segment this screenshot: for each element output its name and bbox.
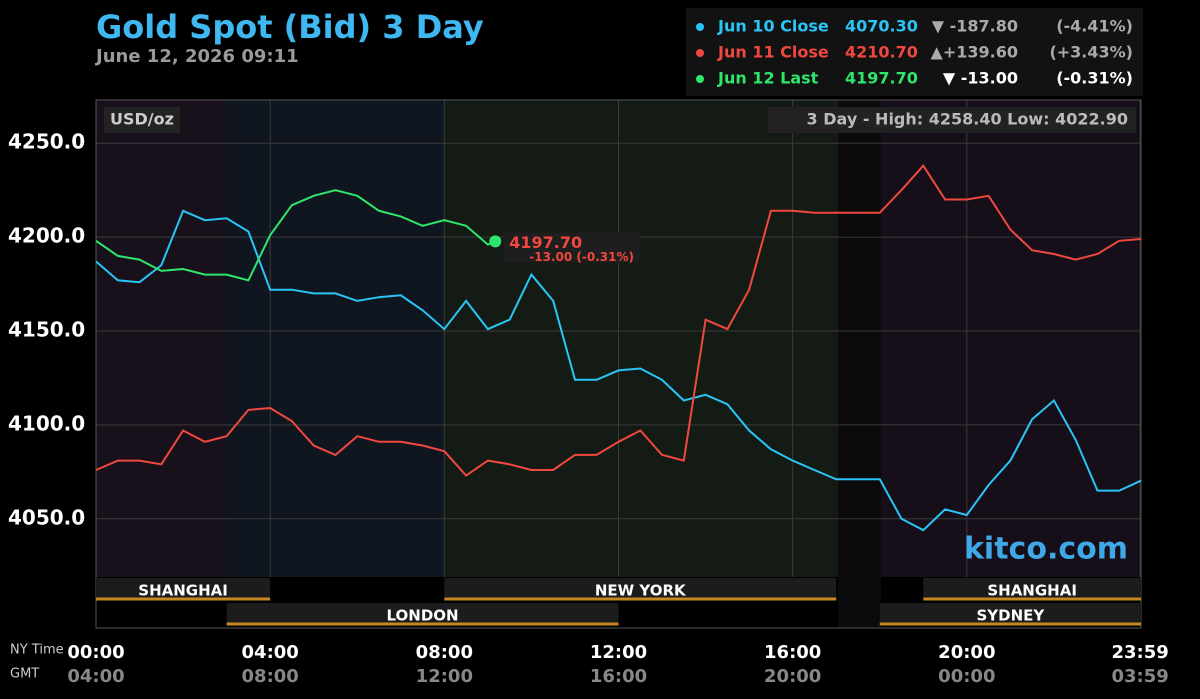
x-tick-label: 16:00 [764,642,821,663]
x2-tick-label: 08:00 [242,666,299,687]
session-label: SHANGHAI [987,582,1077,600]
legend-dot [696,23,704,31]
last-box [503,232,640,263]
x-tick-label: 00:00 [67,642,124,663]
x-tick-label: 20:00 [938,642,995,663]
y-tick-label: 4050.0 [8,505,85,529]
range-label: 3 Day - High: 4258.40 Low: 4022.90 [807,110,1128,129]
y-tick-label: 4150.0 [8,317,85,341]
watermark: kitco.com [964,532,1128,567]
legend-price: 4070.30 [845,17,918,36]
x2-tick-label: 12:00 [416,666,473,687]
x-tick-label: 12:00 [590,642,647,663]
legend-pct: (-0.31%) [1056,69,1133,88]
y-tick-label: 4200.0 [8,224,85,248]
chart-subtitle: June 12, 2026 09:11 [94,46,299,67]
session-label: SYDNEY [976,607,1045,625]
range-box [768,107,1136,133]
legend-dot [696,49,704,57]
session-band [96,578,271,599]
unit-box [104,107,180,133]
legend-pct: (+3.43%) [1049,43,1133,62]
x2-tick-label: 03:59 [1111,666,1168,687]
session-shade [838,100,881,628]
session-band [226,603,619,624]
y-tick-label: 4100.0 [8,411,85,435]
x2-tick-label: 16:00 [590,666,647,687]
series-line [95,209,1142,532]
legend-name: Jun 12 Last [717,69,819,88]
session-label: SHANGHAI [138,582,228,600]
legend-name: Jun 10 Close [717,17,829,36]
session-shade [226,100,444,577]
last-change: -13.00 (-0.31%) [529,250,634,264]
chart-title: Gold Spot (Bid) 3 Day [96,8,484,46]
x2-tick-label: 00:00 [938,666,995,687]
session-shade [881,100,1141,577]
legend-name: Jun 11 Close [717,43,829,62]
series-line [95,164,1142,477]
unit-label: USD/oz [110,110,174,129]
series-line [95,189,496,282]
x-tick-label: 08:00 [416,642,473,663]
session-label: NEW YORK [595,582,687,600]
x-tick-label: 23:59 [1111,642,1168,663]
legend-box [686,8,1143,96]
legend-dot [696,75,704,83]
last-label: 4197.70 [509,233,582,252]
legend-change: ▼ -13.00 [943,69,1018,88]
legend-price: 4210.70 [845,43,918,62]
x-tick-label: 04:00 [242,642,299,663]
y-tick-label: 4250.0 [8,130,85,154]
session-band [444,578,837,599]
legend-price: 4197.70 [845,69,918,88]
session-shade [96,100,226,577]
legend-change: ▲+139.60 [931,43,1018,62]
legend-pct: (-4.41%) [1056,17,1133,36]
session-shade [444,100,838,577]
last-point [489,235,502,248]
x2-tick-label: 20:00 [764,666,821,687]
session-band [923,578,1141,599]
legend-change: ▼ -187.80 [932,17,1018,36]
session-band [879,603,1141,624]
plot-border [95,99,1142,629]
x2-tick-label: 04:00 [67,666,124,687]
session-label: LONDON [387,607,459,625]
x-row-label: NY Time [10,643,64,658]
x-row-label: GMT [10,667,39,682]
